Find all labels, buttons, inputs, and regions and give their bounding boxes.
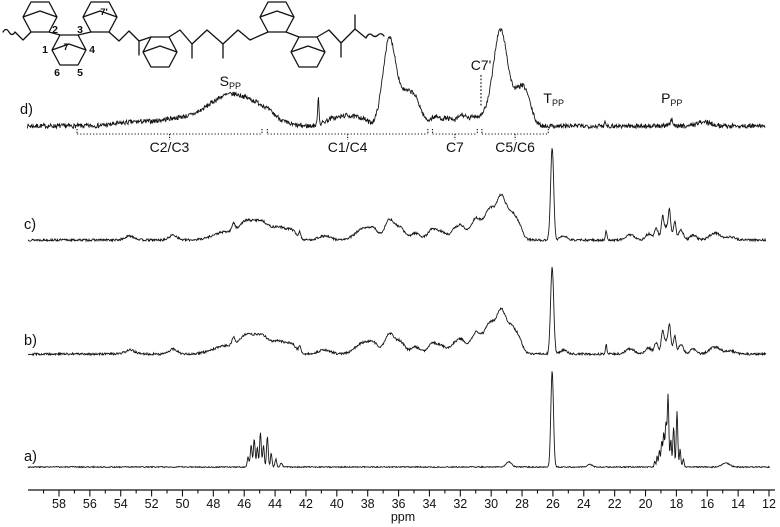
axis-tick-label: 36 (392, 497, 406, 511)
bracket-c5c6-label: C5/C6 (495, 139, 535, 155)
axis-tick-label: 58 (52, 497, 66, 511)
peak-label-spp: SPP (220, 73, 241, 91)
axis-unit-label: ppm (391, 510, 415, 524)
axis-tick-label: 44 (268, 497, 282, 511)
axis-tick-label: 14 (731, 497, 745, 511)
norbornene-ring (259, 1, 295, 33)
atom-label-3: 3 (77, 24, 83, 36)
axis-tick-label: 34 (422, 497, 436, 511)
spectra-traces: d) c) b) a) (20, 27, 771, 469)
axis-tick-label: 46 (237, 497, 251, 511)
axis-tick-label: 20 (639, 497, 653, 511)
norbornene-ring (290, 36, 326, 68)
axis-tick-label: 16 (700, 497, 714, 511)
spectrum-label-d: d) (20, 102, 33, 118)
axis-tick-label: 52 (145, 497, 159, 511)
chemical-structure: 2 3 1 4 6 5 7 7' (2, 1, 385, 79)
atom-label-5: 5 (77, 67, 83, 79)
atom-label-7-prime: 7' (100, 7, 108, 18)
spectrum-trace-b (27, 266, 767, 357)
axis-tick-label: 18 (669, 497, 683, 511)
region-brackets: C2/C3 C1/C4 C7 C5/C6 (76, 129, 549, 155)
bracket-c2c3-label: C2/C3 (150, 139, 190, 155)
axis-tick-label: 54 (114, 497, 128, 511)
axis-tick-label: 32 (453, 497, 467, 511)
atom-label-4: 4 (89, 44, 95, 56)
bracket-c1c4-label: C1/C4 (328, 139, 368, 155)
spectrum-label-b: b) (24, 333, 37, 349)
atom-label-1: 1 (42, 44, 48, 56)
axis-tick-label: 56 (83, 497, 97, 511)
norbornene-ring (22, 1, 58, 33)
bracket-c7-label: C7 (446, 139, 464, 155)
axis-tick-label: 38 (361, 497, 375, 511)
atom-label-7: 7 (63, 42, 68, 53)
atom-label-2: 2 (52, 24, 58, 36)
peak-label-tpp: TPP (543, 90, 564, 108)
peak-label-ppp: PPP (661, 90, 682, 108)
axis-tick-label: 40 (330, 497, 344, 511)
axis-tick-label: 12 (762, 497, 776, 511)
axis-tick-label: 42 (299, 497, 313, 511)
axis-tick-label: 48 (206, 497, 220, 511)
norbornene-ring (142, 36, 178, 68)
peak-label-c7prime: C7' (471, 57, 492, 73)
axis-tick-label: 24 (577, 497, 591, 511)
spectrum-trace-c (27, 148, 767, 243)
axis-tick-label: 22 (608, 497, 622, 511)
axis-tick-label: 30 (484, 497, 498, 511)
spectrum-trace-a (27, 371, 771, 469)
atom-label-6: 6 (54, 67, 60, 79)
spectrum-trace-d (26, 27, 766, 130)
peak-annotations: SPP C7' TPP PPP (220, 57, 683, 108)
polymer-backbone (2, 14, 385, 59)
axis-tick-label: 28 (515, 497, 529, 511)
axis-tick-label: 26 (546, 497, 560, 511)
spectrum-label-a: a) (24, 449, 37, 465)
ppm-axis: 58 56 54 52 50 48 46 44 42 40 38 36 34 32 30 28 26 24 22 20… (28, 489, 776, 524)
norbornene-ring-prime (82, 1, 118, 33)
axis-tick-label: 50 (176, 497, 190, 511)
spectrum-label-c: c) (24, 217, 36, 233)
norbornene-ring-numbered (51, 34, 87, 66)
